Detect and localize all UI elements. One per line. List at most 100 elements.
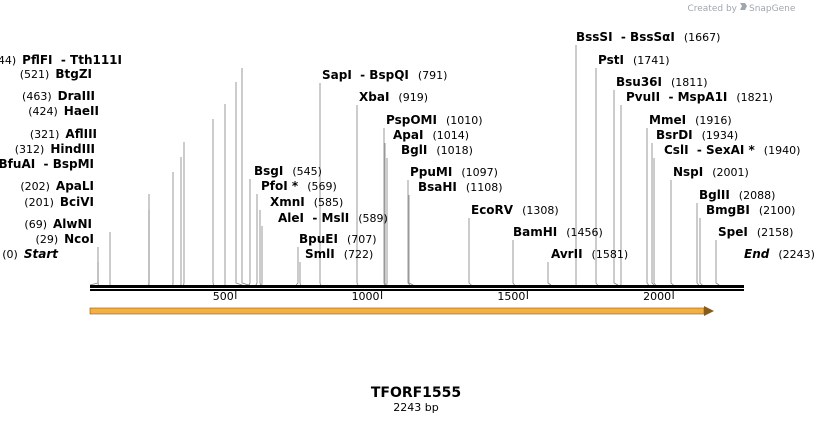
enzyme-label[interactable]: SapI - BspQI (791) [322,68,447,82]
enzyme-label[interactable]: BamHI (1456) [513,225,603,239]
leader-line [235,82,243,286]
enzyme-label[interactable]: BciVI (201) [24,195,94,209]
cut-position: (919) [398,91,428,104]
leader-line [699,218,703,286]
enzyme-label[interactable]: DraIII (463) [22,89,95,103]
sequence-backbone [90,285,744,291]
enzyme-name: BmgBI [706,203,750,217]
enzyme-name: ApaI [393,128,423,142]
enzyme-label[interactable]: BfuAI - BspMI(284) [0,157,94,171]
enzyme-label[interactable]: BglI (1018) [401,143,473,157]
enzyme-name: SapI - BspQI [322,68,409,82]
enzyme-name: XmnI [270,195,305,209]
cut-position: (589) [358,212,388,225]
enzyme-label[interactable]: CslI - SexAI * (1940) [664,143,800,157]
enzyme-label[interactable]: BsrDI (1934) [656,128,738,142]
snapgene-logo-icon [740,3,747,10]
leader-line [241,68,249,286]
enzyme-name: SpeI [718,225,748,239]
enzyme-label[interactable]: Start (0) [2,247,59,261]
cut-position: (585) [314,196,344,209]
enzyme-label[interactable]: BpuEI (707) [299,232,377,246]
enzyme-label[interactable]: BsaHI (1108) [418,180,502,194]
enzyme-label[interactable]: NcoI (29) [36,232,94,246]
cut-position: (1741) [633,54,670,67]
enzyme-label[interactable]: PspOMI (1010) [386,113,483,127]
watermark-brand: SnapGene [749,4,796,14]
leader-line [212,119,215,286]
enzyme-name: BsrDI [656,128,693,142]
leader-line [696,203,700,286]
feature-arrow[interactable] [89,306,714,316]
cut-position: (569) [307,180,337,193]
cut-position: (791) [418,69,448,82]
enzyme-label[interactable]: BssSI - BssSαI (1667) [576,30,720,44]
leader-line [651,143,655,286]
enzyme-label[interactable]: SpeI (2158) [718,225,793,239]
enzyme-name: EcoRV [471,203,514,217]
enzyme-label[interactable]: BsgI (545) [254,164,322,178]
enzyme-label[interactable]: MmeI (1916) [649,113,732,127]
enzyme-name: BsaHI [418,180,457,194]
cut-position: (29) [36,233,59,246]
leader-line [319,83,322,286]
enzyme-label[interactable]: SmlI (722) [305,247,373,261]
enzyme-label[interactable]: HindIII (312) [15,142,95,156]
enzyme-label[interactable]: AlwNI (69) [24,217,92,231]
enzyme-name: HaeII [64,104,99,118]
enzyme-label[interactable]: PstI (1741) [598,53,670,67]
leader-line [408,195,414,286]
leader-line [407,180,411,286]
enzyme-label[interactable]: PvuII - MspA1I (1821) [626,90,773,104]
enzyme-name: NspI [673,165,703,179]
cut-position: (1010) [446,114,483,127]
cut-position: (1097) [461,166,498,179]
leader-lines [89,45,720,286]
enzyme-label[interactable]: BtgZI (521) [20,67,92,81]
leader-line [299,262,301,286]
enzyme-label[interactable]: XbaI (919) [359,90,428,104]
enzyme-label[interactable]: Bsu36I (1811) [616,75,708,89]
enzyme-label[interactable]: NspI (2001) [673,165,749,179]
enzyme-label[interactable]: End (2243) [744,247,815,261]
enzyme-label[interactable]: XmnI (585) [270,195,343,209]
cut-position: (1018) [436,144,473,157]
axis-tick-label: 1000 [352,290,380,303]
leader-line [468,218,472,286]
cut-position: (1916) [695,114,732,127]
enzyme-name: MmeI [649,113,686,127]
enzyme-label[interactable]: PfoI * (569) [261,179,337,193]
cut-position: (1667) [684,31,721,44]
cut-position: (521) [20,68,50,81]
enzyme-label[interactable]: AleI - MslI (589) [278,211,388,225]
enzyme-label[interactable]: BmgBI (2100) [706,203,795,217]
cut-position: (1108) [466,181,503,194]
enzyme-name: PflFI - Tth111I [22,53,122,67]
enzyme-label[interactable]: EcoRV (1308) [471,203,559,217]
sequence-name: TFORF1555 [371,385,461,401]
cut-position: (545) [292,165,322,178]
enzyme-name: PpuMI [410,165,452,179]
sequence-length: 2243 bp [393,401,438,414]
cut-position: (707) [347,233,377,246]
enzyme-label[interactable]: BglII (2088) [699,188,775,202]
cut-position: (1821) [736,91,773,104]
enzyme-label[interactable]: PpuMI (1097) [410,165,498,179]
leader-line [512,240,515,286]
enzyme-name: BtgZI [55,67,92,81]
enzyme-label[interactable]: AflIII (321) [30,127,97,141]
enzyme-name: PfoI * [261,179,299,193]
cut-position: (2100) [759,204,796,217]
enzyme-name: BssSI - BssSαI [576,30,675,44]
enzyme-name: PstI [598,53,624,67]
enzyme-label[interactable]: PflFI - Tth111I (544) [0,53,122,67]
enzyme-label[interactable]: ApaI (1014) [393,128,469,142]
enzyme-label[interactable]: HaeII (424) [28,104,99,118]
enzyme-label[interactable]: AvrII (1581) [551,247,628,261]
enzyme-name: Bsu36I [616,75,662,89]
cut-position: (1456) [566,226,603,239]
leader-line [547,262,552,286]
enzyme-label[interactable]: ApaLI (202) [20,179,94,193]
enzyme-name: BamHI [513,225,557,239]
